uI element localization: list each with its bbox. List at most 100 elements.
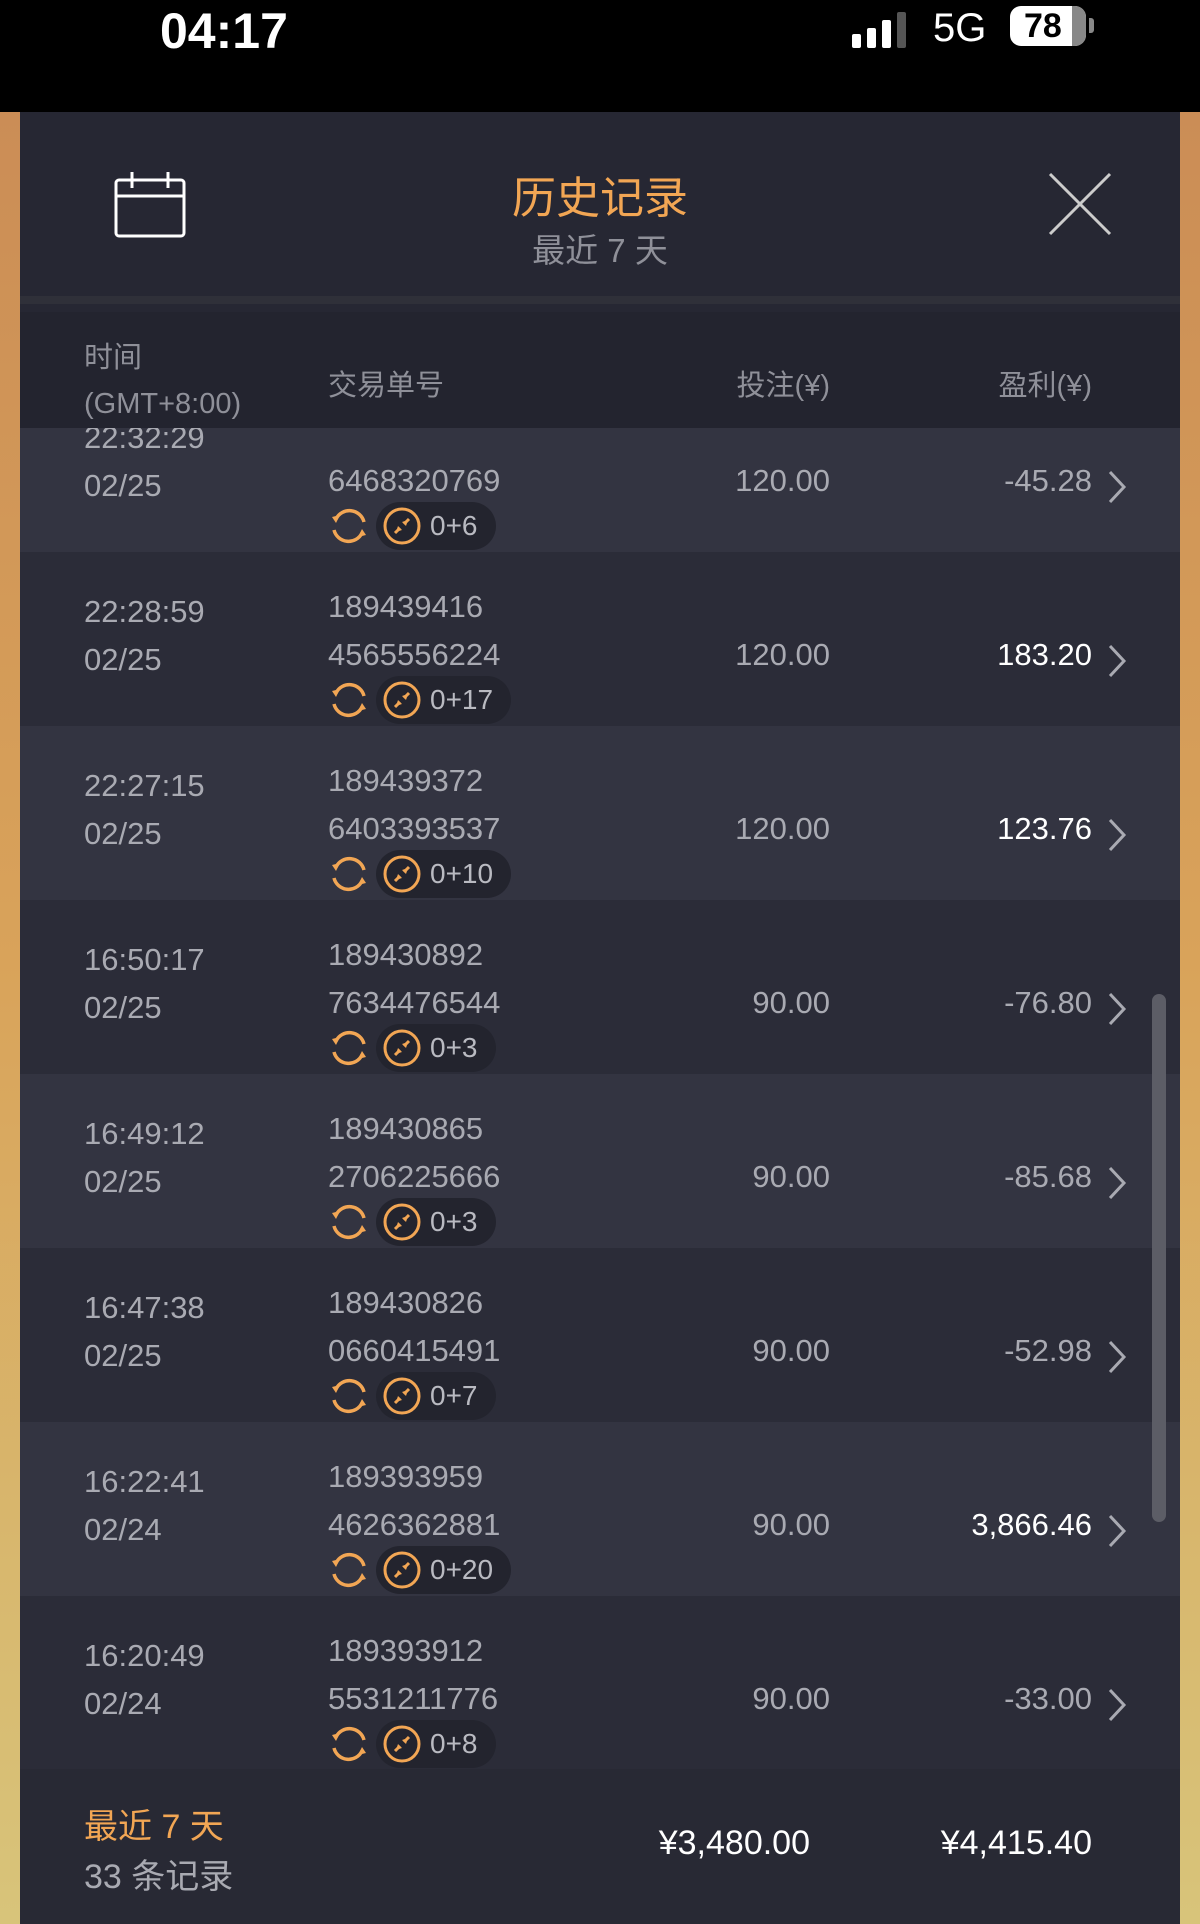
order-id-line1: 189439372 <box>328 763 484 798</box>
row-badges: 0+3 <box>328 1198 496 1246</box>
refresh-icon <box>332 508 366 544</box>
row-stake: 120.00 <box>735 811 830 846</box>
row-badges: 0+6 <box>328 502 496 550</box>
table-header: 时间 (GMT+8:00) 交易单号 投注(¥) 盈利(¥) <box>20 312 1180 428</box>
row-time: 22:27:15 <box>84 768 205 803</box>
battery-icon: 78 <box>1010 6 1086 46</box>
row-badges: 0+3 <box>328 1024 496 1072</box>
row-date: 02/25 <box>84 990 162 1025</box>
bonus-badge: 0+17 <box>376 676 512 724</box>
bonus-badge: 0+10 <box>376 850 512 898</box>
row-profit: -33.00 <box>1004 1681 1092 1716</box>
table-row[interactable]: 16:50:17 02/25 189430892 7634476544 90.0… <box>20 900 1180 1074</box>
history-list[interactable]: 22:32:29 02/25 6468320769 120.00 -45.28 … <box>20 428 1180 1881</box>
table-row[interactable]: 22:32:29 02/25 6468320769 120.00 -45.28 … <box>20 428 1180 552</box>
calendar-icon[interactable] <box>114 172 186 238</box>
history-modal: 历史记录 最近 7 天 时间 (GMT+8:00) 交易单号 投注(¥) 盈利(… <box>20 112 1180 1924</box>
table-row[interactable]: 16:20:49 02/24 189393912 5531211776 90.0… <box>20 1596 1180 1770</box>
table-row[interactable]: 16:22:41 02/24 189393959 4626362881 90.0… <box>20 1422 1180 1596</box>
status-bar: 04:17 5G 78 <box>0 0 1200 112</box>
row-date: 02/25 <box>84 468 162 503</box>
network-type: 5G <box>933 6 987 50</box>
row-date: 02/25 <box>84 642 162 677</box>
scrollbar[interactable] <box>1152 994 1166 1522</box>
expand-arrows-icon <box>383 1377 421 1415</box>
expand-arrows-icon <box>383 1203 421 1241</box>
bonus-badge: 0+7 <box>376 1372 496 1420</box>
bonus-badge: 0+6 <box>376 502 496 550</box>
order-id-line2: 2706225666 <box>328 1159 501 1194</box>
col-order-id: 交易单号 <box>328 370 445 402</box>
col-profit: 盈利(¥) <box>998 370 1092 402</box>
chevron-right-icon[interactable] <box>1107 1688 1127 1722</box>
refresh-icon <box>332 1204 366 1240</box>
chevron-right-icon[interactable] <box>1107 1340 1127 1374</box>
col-time: 时间 <box>84 342 143 374</box>
order-id-line2: 6403393537 <box>328 811 501 846</box>
order-id-line2: 7634476544 <box>328 985 501 1020</box>
row-time: 16:49:12 <box>84 1116 205 1151</box>
expand-arrows-icon <box>383 681 421 719</box>
expand-arrows-icon <box>383 1725 421 1763</box>
date-range[interactable]: 最近 7 天 <box>532 232 668 269</box>
row-time: 22:28:59 <box>84 594 205 629</box>
chevron-right-icon[interactable] <box>1107 470 1127 504</box>
row-date: 02/24 <box>84 1512 162 1547</box>
modal-header: 历史记录 最近 7 天 <box>20 112 1180 304</box>
summary-footer: 最近 7 天 33 条记录 ¥3,480.00 ¥4,415.40 <box>20 1769 1180 1924</box>
clock: 04:17 <box>160 3 288 59</box>
total-stake: ¥3,480.00 <box>658 1824 810 1862</box>
refresh-icon <box>332 1552 366 1588</box>
table-row[interactable]: 22:27:15 02/25 189439372 6403393537 120.… <box>20 726 1180 900</box>
row-stake: 90.00 <box>752 1333 830 1368</box>
row-badges: 0+10 <box>328 850 512 898</box>
table-row[interactable]: 22:28:59 02/25 189439416 4565556224 120.… <box>20 552 1180 726</box>
row-profit: -52.98 <box>1004 1333 1092 1368</box>
bonus-badge: 0+20 <box>376 1546 512 1594</box>
refresh-icon <box>332 1030 366 1066</box>
refresh-icon <box>332 1378 366 1414</box>
bonus-badge: 0+3 <box>376 1198 496 1246</box>
signal-icon <box>852 12 906 48</box>
row-date: 02/24 <box>84 1686 162 1721</box>
row-profit: -85.68 <box>1004 1159 1092 1194</box>
order-id-line1: 189430826 <box>328 1285 484 1320</box>
chevron-right-icon[interactable] <box>1107 992 1127 1026</box>
chevron-right-icon[interactable] <box>1107 818 1127 852</box>
expand-arrows-icon <box>383 855 421 893</box>
order-id-line2: 4626362881 <box>328 1507 501 1542</box>
close-icon[interactable] <box>1048 172 1112 236</box>
bonus-badge: 0+3 <box>376 1024 496 1072</box>
badge-count: 0+10 <box>430 858 494 889</box>
row-date: 02/25 <box>84 1164 162 1199</box>
chevron-right-icon[interactable] <box>1107 1514 1127 1548</box>
order-id-line2: 0660415491 <box>328 1333 501 1368</box>
table-row[interactable]: 16:47:38 02/25 189430826 0660415491 90.0… <box>20 1248 1180 1422</box>
row-profit: 3,866.46 <box>971 1507 1092 1542</box>
order-id-line2: 6468320769 <box>328 463 501 498</box>
row-stake: 90.00 <box>752 1159 830 1194</box>
row-profit: 183.20 <box>997 637 1092 672</box>
chevron-right-icon[interactable] <box>1107 644 1127 678</box>
expand-arrows-icon <box>383 1029 421 1067</box>
order-id-line1: 189393959 <box>328 1459 484 1494</box>
row-badges: 0+7 <box>328 1372 496 1420</box>
row-stake: 90.00 <box>752 1507 830 1542</box>
row-badges: 0+20 <box>328 1546 512 1594</box>
battery-level: 78 <box>1024 7 1062 45</box>
row-date: 02/25 <box>84 1338 162 1373</box>
total-profit: ¥4,415.40 <box>940 1824 1092 1862</box>
bonus-badge: 0+8 <box>376 1720 496 1768</box>
badge-count: 0+3 <box>430 1206 478 1237</box>
badge-count: 0+3 <box>430 1032 478 1063</box>
row-date: 02/25 <box>84 816 162 851</box>
row-time: 22:32:29 <box>84 428 205 455</box>
summary-period: 最近 7 天 <box>84 1808 224 1846</box>
table-row[interactable]: 16:49:12 02/25 189430865 2706225666 90.0… <box>20 1074 1180 1248</box>
row-profit: 123.76 <box>997 811 1092 846</box>
chevron-right-icon[interactable] <box>1107 1166 1127 1200</box>
row-badges: 0+17 <box>328 676 512 724</box>
badge-count: 0+7 <box>430 1380 478 1411</box>
row-stake: 90.00 <box>752 985 830 1020</box>
expand-arrows-icon <box>383 507 421 545</box>
